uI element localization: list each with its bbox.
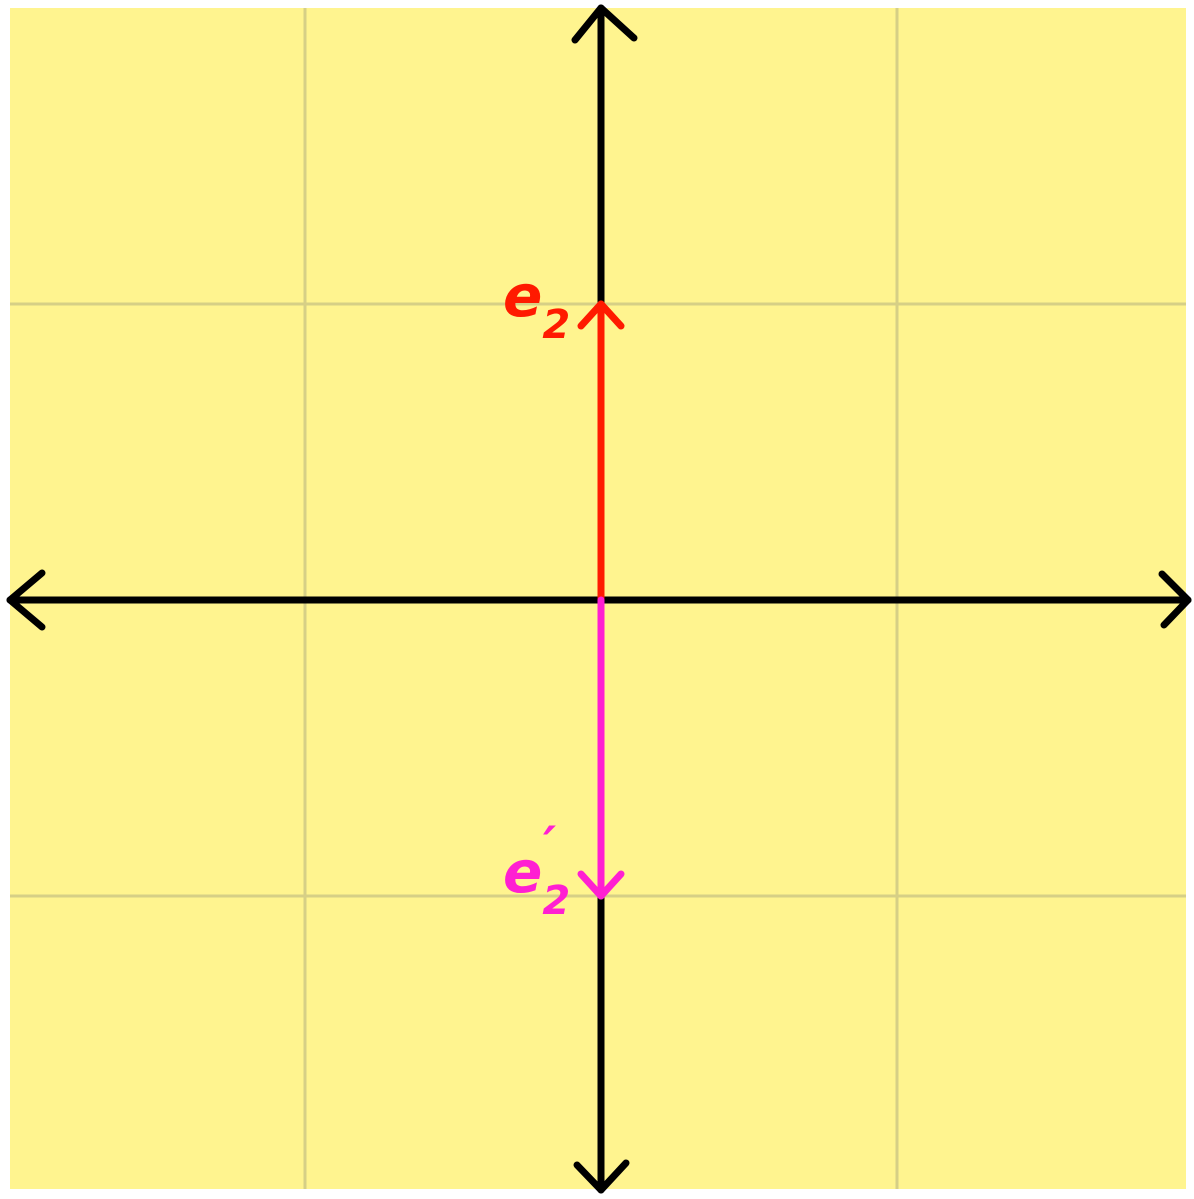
vector-e2: e2 [503,262,625,604]
y-axis-bottom-arrowhead [573,1159,630,1194]
vector-e2-prime-label: e2 [503,838,570,924]
x-axis-right-arrowhead [1158,570,1192,629]
vector-e2-label: e2 [503,262,570,348]
vector-e2-prime-prime-mark: ′ [543,816,556,874]
y-axis-top-arrowhead [571,4,638,44]
vector-e2-arrowhead [577,300,625,330]
vector-e2-prime-arrowhead [577,870,625,900]
x-axis-left-arrowhead [6,569,46,631]
vector-e2-prime: e2′ [503,596,625,924]
